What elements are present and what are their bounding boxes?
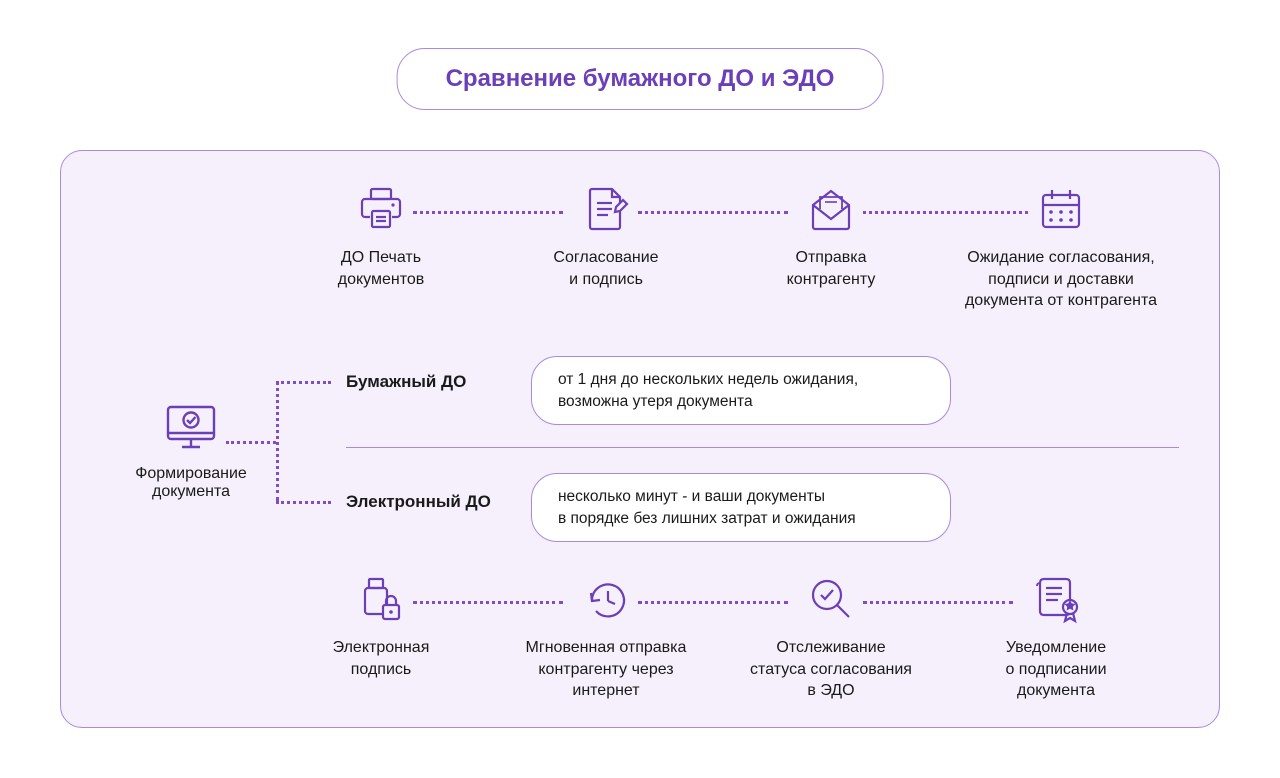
edo-step-sign-label: Электроннаяподпись (266, 637, 496, 680)
desc-electronic: несколько минут - и ваши документыв поря… (531, 473, 951, 542)
origin-label: Формированиедокумента (111, 465, 271, 501)
connector-bottom-1 (413, 601, 563, 604)
branch-origin-hline (226, 441, 276, 444)
paper-step-wait: Ожидание согласования,подписи и доставки… (931, 181, 1191, 312)
edo-step-send-label: Мгновенная отправкаконтрагенту черезинте… (491, 637, 721, 702)
edo-step-send: Мгновенная отправкаконтрагенту черезинте… (491, 571, 721, 702)
edo-step-sign: Электроннаяподпись (266, 571, 496, 680)
edo-step-notify-label: Уведомлениео подписаниидокумента (941, 637, 1171, 702)
edo-step-track: Отслеживаниестатуса согласованияв ЭДО (716, 571, 946, 702)
connector-top-1 (413, 211, 563, 214)
branch-paper-label: Бумажный ДО (346, 372, 466, 392)
paper-step-send-label: Отправкаконтрагенту (716, 247, 946, 290)
connector-top-3 (863, 211, 1028, 214)
connector-bottom-2 (638, 601, 788, 604)
printer-icon (266, 181, 496, 235)
paper-step-print: ДО Печатьдокументов (266, 181, 496, 290)
branch-electronic-label: Электронный ДО (346, 492, 491, 512)
branch-top-hline (276, 381, 331, 384)
paper-step-sign: Согласованиеи подпись (491, 181, 721, 290)
edo-step-notify: Уведомлениео подписаниидокумента (941, 571, 1171, 702)
branch-bottom-hline (276, 501, 331, 504)
envelope-open-icon (716, 181, 946, 235)
document-pencil-icon (491, 181, 721, 235)
calendar-icon (931, 181, 1191, 235)
paper-step-wait-label: Ожидание согласования,подписи и доставки… (931, 247, 1191, 312)
paper-step-sign-label: Согласованиеи подпись (491, 247, 721, 290)
comparison-panel: ДО Печатьдокументов Согласованиеи подпис… (60, 150, 1220, 728)
desc-paper: от 1 дня до нескольких недель ожидания,в… (531, 356, 951, 425)
clock-back-icon (491, 571, 721, 625)
paper-step-send: Отправкаконтрагенту (716, 181, 946, 290)
branch-vline (276, 381, 279, 501)
page-title: Сравнение бумажного ДО и ЭДО (397, 48, 884, 110)
monitor-check-icon (111, 401, 271, 455)
paper-step-print-label: ДО Печатьдокументов (266, 247, 496, 290)
certificate-icon (941, 571, 1171, 625)
connector-top-2 (638, 211, 788, 214)
magnifier-check-icon (716, 571, 946, 625)
origin-step: Формированиедокумента (111, 401, 271, 501)
edo-step-track-label: Отслеживаниестатуса согласованияв ЭДО (716, 637, 946, 702)
center-divider (346, 447, 1179, 448)
connector-bottom-3 (863, 601, 1013, 604)
usb-lock-icon (266, 571, 496, 625)
